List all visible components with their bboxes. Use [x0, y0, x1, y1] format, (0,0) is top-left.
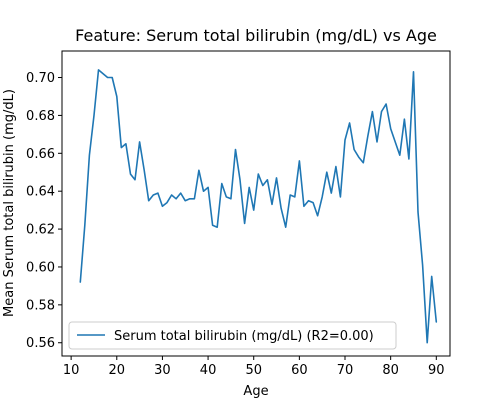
y-tick-label: 0.56 [26, 336, 55, 351]
x-axis-label: Age [243, 384, 268, 399]
chart-title: Feature: Serum total bilirubin (mg/dL) v… [75, 26, 437, 45]
x-tick-label: 10 [63, 363, 80, 378]
x-tick-label: 40 [200, 363, 217, 378]
y-tick-label: 0.60 [26, 260, 55, 275]
y-tick-label: 0.68 [26, 109, 55, 124]
series-line [79, 69, 438, 344]
legend-box [68, 321, 397, 350]
legend-label: Serum total bilirubin (mg/dL) (R2=0.00) [114, 329, 374, 344]
x-tick-label: 60 [291, 363, 308, 378]
x-axis-ticks: 10 20 30 40 50 60 70 80 90 [63, 356, 445, 378]
y-tick-label: 0.66 [26, 147, 55, 162]
x-tick-label: 90 [428, 363, 445, 378]
x-tick-label: 70 [337, 363, 354, 378]
y-tick-label: 0.58 [26, 298, 55, 313]
plot-area [62, 51, 450, 356]
plot-frame [61, 50, 451, 357]
y-tick-label: 0.64 [26, 185, 55, 200]
x-tick-label: 50 [245, 363, 262, 378]
series-lines [79, 69, 438, 344]
y-axis-label: Mean Serum total bilirubin (mg/dL) [2, 89, 17, 317]
x-tick-label: 20 [109, 363, 126, 378]
y-axis-ticks: 0.56 0.58 0.60 0.62 0.64 0.66 0.68 0.70 [26, 71, 62, 351]
legend: Serum total bilirubin (mg/dL) (R2=0.00) [68, 321, 397, 350]
y-tick-label: 0.62 [26, 223, 55, 238]
y-tick-label: 0.70 [26, 71, 55, 86]
x-tick-label: 30 [154, 363, 171, 378]
x-tick-label: 80 [382, 363, 399, 378]
